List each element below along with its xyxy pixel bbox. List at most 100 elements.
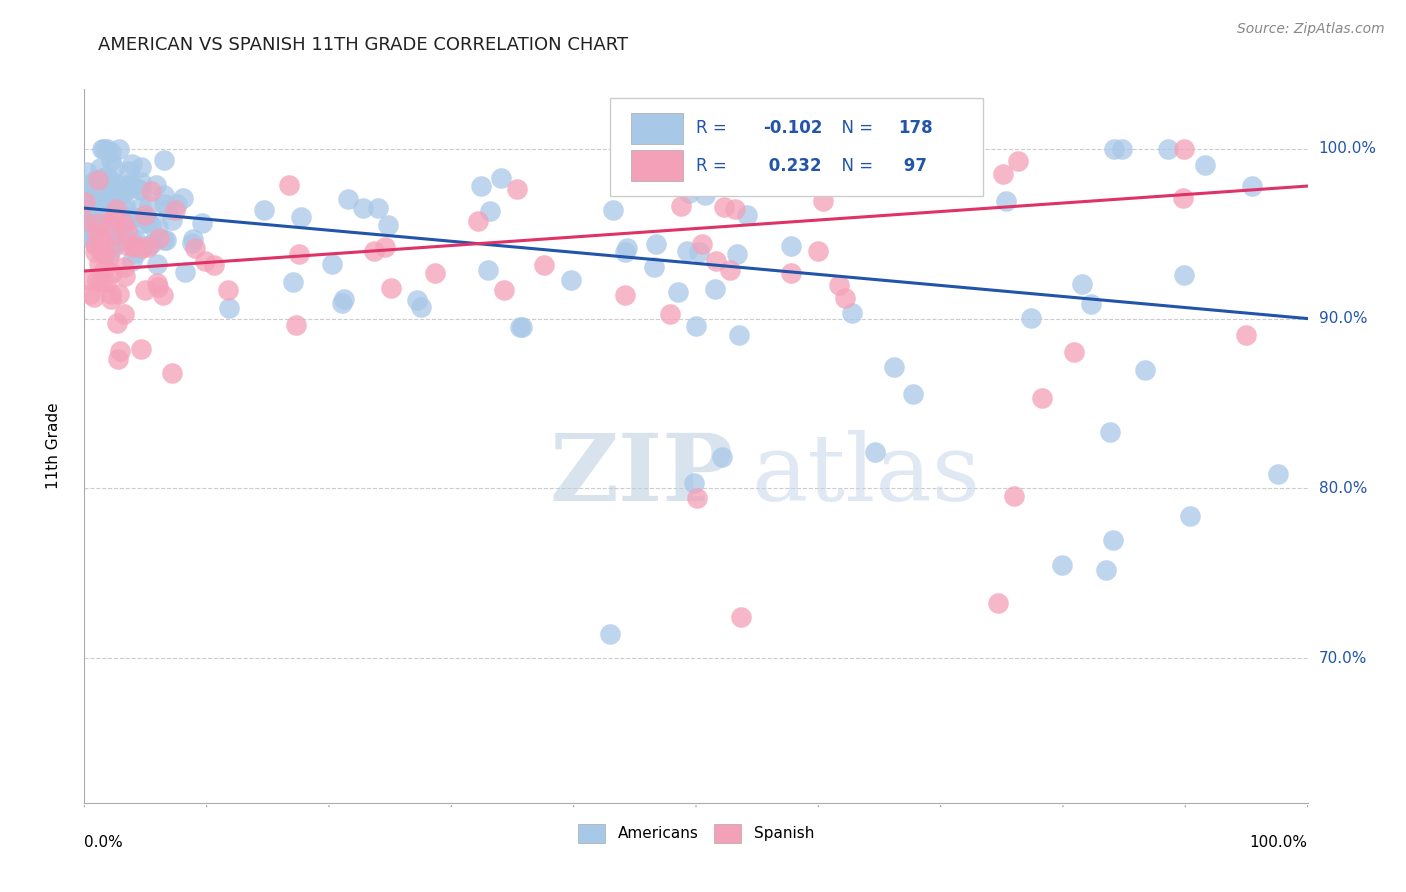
Point bbox=[1133, 363, 1156, 377]
Point bbox=[97, 214, 120, 228]
Point bbox=[1002, 489, 1025, 503]
Point bbox=[1102, 142, 1125, 156]
Point bbox=[101, 212, 124, 227]
Point bbox=[148, 231, 170, 245]
Point bbox=[1157, 142, 1180, 156]
Point bbox=[1019, 310, 1042, 325]
Point bbox=[993, 167, 1015, 181]
Point bbox=[83, 173, 105, 187]
Point bbox=[136, 240, 159, 254]
Point bbox=[114, 210, 136, 224]
Point bbox=[1194, 158, 1216, 172]
Point bbox=[121, 157, 143, 171]
Point bbox=[100, 286, 122, 301]
Point bbox=[75, 227, 97, 241]
Point bbox=[87, 211, 110, 226]
Point bbox=[122, 211, 145, 225]
Point bbox=[711, 450, 734, 464]
Point bbox=[79, 287, 101, 301]
Point bbox=[506, 182, 529, 196]
Point bbox=[114, 269, 136, 284]
Point bbox=[89, 178, 111, 193]
Point bbox=[352, 201, 374, 215]
Point bbox=[86, 173, 108, 187]
Point bbox=[713, 200, 735, 214]
Point bbox=[1063, 344, 1085, 359]
Point bbox=[191, 217, 214, 231]
Point bbox=[1178, 509, 1201, 524]
Point bbox=[132, 216, 155, 230]
Point bbox=[779, 266, 801, 280]
Point bbox=[666, 285, 689, 299]
Point bbox=[155, 233, 177, 247]
Point bbox=[813, 194, 835, 208]
Point bbox=[730, 142, 752, 156]
Point bbox=[704, 282, 727, 296]
Point bbox=[337, 192, 360, 206]
Point bbox=[104, 176, 127, 190]
FancyBboxPatch shape bbox=[610, 98, 983, 196]
Text: 178: 178 bbox=[898, 120, 932, 137]
Point bbox=[104, 182, 127, 196]
Point bbox=[470, 179, 492, 194]
Point bbox=[96, 142, 118, 156]
Point bbox=[994, 194, 1017, 208]
Point bbox=[87, 197, 110, 211]
Point bbox=[83, 290, 105, 304]
Point bbox=[96, 189, 118, 203]
Point bbox=[121, 254, 143, 268]
Point bbox=[333, 292, 356, 306]
Point bbox=[141, 184, 163, 198]
Point bbox=[174, 265, 197, 279]
Point bbox=[807, 244, 830, 258]
Point bbox=[96, 184, 118, 198]
Point bbox=[152, 233, 174, 247]
Point bbox=[1111, 142, 1133, 156]
Point bbox=[93, 247, 115, 261]
Point bbox=[120, 176, 142, 190]
Point bbox=[100, 145, 122, 159]
Point bbox=[683, 475, 706, 490]
Point bbox=[1050, 558, 1073, 572]
Text: R =: R = bbox=[696, 120, 733, 137]
Point bbox=[73, 194, 96, 209]
Point bbox=[91, 211, 114, 225]
Point bbox=[1241, 179, 1264, 194]
Point bbox=[1071, 277, 1094, 292]
Point bbox=[685, 319, 707, 334]
Point bbox=[281, 275, 304, 289]
Point bbox=[103, 203, 125, 218]
Point bbox=[725, 247, 748, 261]
Point bbox=[91, 213, 114, 227]
Point bbox=[724, 202, 747, 216]
Point bbox=[693, 188, 716, 202]
Point bbox=[129, 200, 152, 214]
Point bbox=[83, 235, 105, 250]
Point bbox=[115, 214, 138, 228]
Text: AMERICAN VS SPANISH 11TH GRADE CORRELATION CHART: AMERICAN VS SPANISH 11TH GRADE CORRELATI… bbox=[98, 36, 628, 54]
Point bbox=[1267, 467, 1289, 481]
Point bbox=[644, 142, 666, 156]
Point bbox=[202, 258, 225, 272]
Point bbox=[103, 215, 125, 229]
Point bbox=[217, 283, 239, 297]
Point bbox=[411, 300, 433, 314]
Point bbox=[467, 213, 489, 227]
Point bbox=[688, 245, 710, 260]
Point bbox=[94, 275, 117, 289]
Point bbox=[105, 223, 128, 237]
Point bbox=[139, 219, 162, 233]
Point bbox=[114, 202, 136, 217]
Point bbox=[104, 221, 127, 235]
Point bbox=[131, 241, 153, 255]
Point bbox=[1173, 268, 1195, 283]
Point bbox=[100, 266, 122, 280]
Point bbox=[96, 179, 118, 194]
Point bbox=[77, 209, 100, 223]
Point bbox=[90, 170, 112, 185]
Text: 80.0%: 80.0% bbox=[1319, 481, 1367, 496]
Point bbox=[87, 258, 110, 272]
Point bbox=[108, 343, 131, 358]
Point bbox=[676, 244, 699, 258]
Point bbox=[253, 203, 276, 218]
